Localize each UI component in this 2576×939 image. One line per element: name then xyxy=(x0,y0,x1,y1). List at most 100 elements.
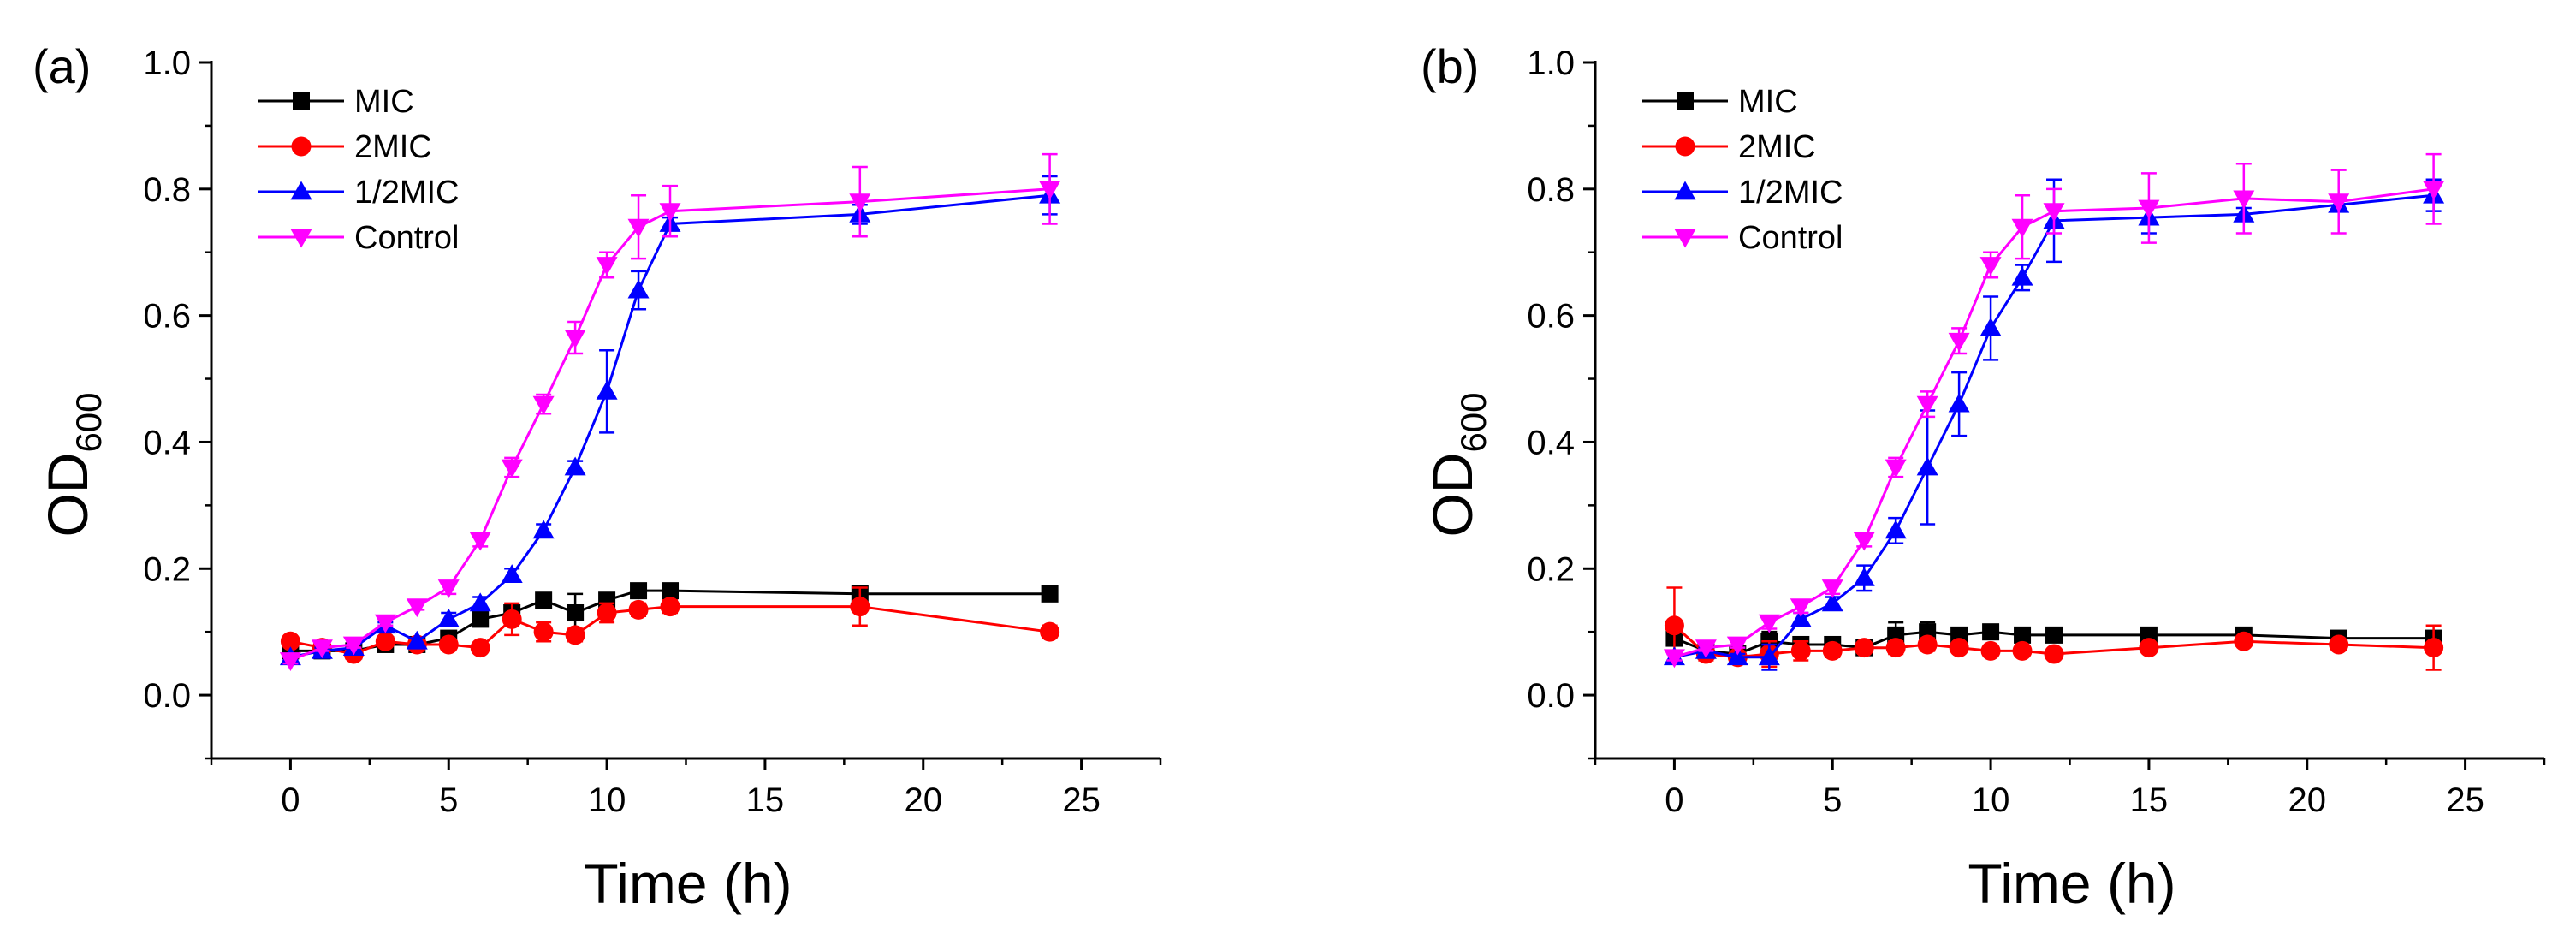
plot-area: 0.0 0.2 0.4 0.6 0.8 1.0 0 5 10 15 20 25 xyxy=(1527,45,2546,819)
data-point xyxy=(2328,193,2350,213)
data-point xyxy=(564,330,586,349)
legend-entry-mic: MIC xyxy=(258,84,414,120)
data-point xyxy=(1917,634,1938,655)
panel-a: (a) 0.0 0.2 0.4 0.6 0.8 1.0 0 5 10 15 20 25 MIC 2MIC… xyxy=(33,39,1162,915)
data-point xyxy=(1948,393,1970,413)
data-point xyxy=(2044,644,2064,664)
data-point xyxy=(662,582,680,600)
data-point xyxy=(472,610,490,628)
legend-entry-control: Control xyxy=(258,220,460,256)
y-tick-label: 1.0 xyxy=(1527,45,1575,82)
data-point xyxy=(1726,646,1748,666)
legend-marker xyxy=(290,229,312,248)
data-point xyxy=(535,591,553,609)
data-point xyxy=(596,380,618,400)
y-axis-title: OD600 xyxy=(1421,392,1493,537)
data-point xyxy=(1821,592,1843,612)
data-point xyxy=(1854,638,1874,658)
data-point xyxy=(628,599,649,620)
legend-entry-1-2mic: 1/2MIC xyxy=(1642,175,1843,211)
data-point xyxy=(342,636,365,656)
data-point xyxy=(501,564,523,584)
data-point xyxy=(2011,218,2033,238)
data-point xyxy=(660,597,680,617)
data-point xyxy=(1041,585,1059,603)
y-axis-title-main: OD xyxy=(1421,453,1484,538)
data-point xyxy=(502,609,522,629)
data-point xyxy=(1948,332,1970,352)
legend-marker xyxy=(1674,229,1696,248)
legend-label: Control xyxy=(1738,220,1843,256)
data-point xyxy=(470,638,490,658)
y-tick-label: 0.6 xyxy=(1527,298,1575,336)
data-point xyxy=(2043,203,2065,223)
x-tick-label: 0 xyxy=(281,782,300,819)
data-point xyxy=(1664,615,1684,636)
data-point xyxy=(1853,567,1875,586)
data-point xyxy=(2011,266,2033,286)
data-point xyxy=(1853,532,1875,551)
y-tick-label: 0.2 xyxy=(143,550,191,588)
legend-marker xyxy=(290,181,312,200)
y-tick-label: 0.0 xyxy=(143,677,191,715)
data-point xyxy=(1916,456,1938,476)
data-point xyxy=(1980,640,2001,661)
data-point xyxy=(1758,646,1780,666)
y-tick-label: 0.0 xyxy=(1527,677,1575,715)
x-tick-label: 10 xyxy=(588,782,626,819)
x-tick-label: 15 xyxy=(746,782,785,819)
data-point xyxy=(1916,395,1938,415)
legend-label: 2MIC xyxy=(1738,129,1816,165)
legend-entry-2mic: 2MIC xyxy=(258,129,432,165)
data-point xyxy=(1982,623,2000,641)
data-point xyxy=(850,597,870,617)
x-tick-label: 15 xyxy=(2130,782,2169,819)
data-point xyxy=(1979,257,2002,276)
data-point xyxy=(501,459,523,478)
data-point xyxy=(532,395,555,415)
legend-entry-1-2mic: 1/2MIC xyxy=(258,175,459,211)
y-axis-title-subscript: 600 xyxy=(68,392,109,452)
data-point xyxy=(2424,638,2444,658)
x-tick-label: 20 xyxy=(905,782,943,819)
x-tick-label: 25 xyxy=(1062,782,1101,819)
data-point xyxy=(533,621,554,642)
series-control xyxy=(279,152,1061,671)
legend: MIC 2MIC 1/2MIC Control xyxy=(258,84,460,256)
data-point xyxy=(2423,181,2445,200)
x-tick-label: 0 xyxy=(1665,782,1683,819)
panel-label: (a) xyxy=(33,39,91,93)
data-point xyxy=(437,579,460,598)
series-2mic xyxy=(280,586,1060,664)
data-point xyxy=(596,257,618,276)
x-tick-label: 5 xyxy=(439,782,458,819)
legend-entry-2mic: 2MIC xyxy=(1642,129,1816,165)
legend-label: 2MIC xyxy=(354,129,432,165)
data-point xyxy=(532,520,555,539)
panel-label: (b) xyxy=(1421,39,1479,93)
x-axis-title: Time (h) xyxy=(1968,852,2175,915)
data-point xyxy=(2014,626,2032,644)
data-point xyxy=(1790,640,1811,661)
x-tick-label: 10 xyxy=(1972,782,2010,819)
y-tick-label: 0.4 xyxy=(143,424,191,461)
x-tick-label: 20 xyxy=(2288,782,2327,819)
data-point xyxy=(627,279,650,299)
y-axis-title-subscript: 600 xyxy=(1453,392,1493,452)
data-point xyxy=(1039,181,1061,200)
data-point xyxy=(1885,459,1907,478)
legend-marker xyxy=(291,136,312,157)
y-tick-label: 0.2 xyxy=(1527,550,1575,588)
x-axis-title: Time (h) xyxy=(584,852,792,915)
legend-entry-mic: MIC xyxy=(1642,84,1798,120)
data-point xyxy=(1885,520,1907,539)
data-point xyxy=(1822,640,1843,661)
data-point xyxy=(374,614,396,633)
data-point xyxy=(1885,638,1906,658)
x-tick-label: 25 xyxy=(2446,782,2484,819)
data-point xyxy=(659,203,681,223)
data-point xyxy=(2139,638,2159,658)
legend-marker xyxy=(1677,92,1694,110)
data-point xyxy=(1663,649,1685,669)
legend-label: Control xyxy=(354,220,460,256)
